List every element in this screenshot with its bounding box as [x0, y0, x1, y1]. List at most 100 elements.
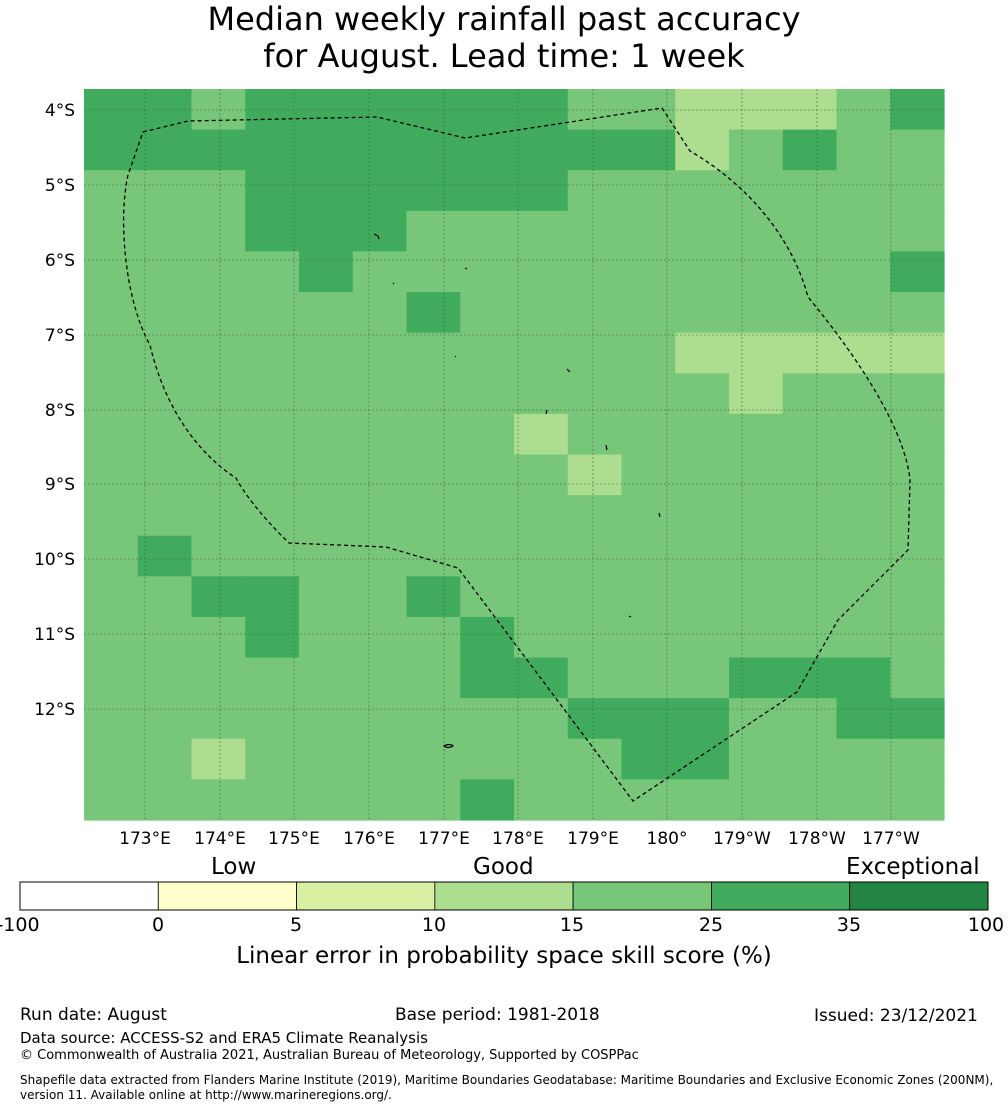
latitude-labels: 4°S 5°S 6°S 7°S 8°S 9°S 10°S 11°S 12°S — [34, 101, 75, 720]
grid-cell — [191, 292, 246, 334]
grid-cell — [84, 332, 139, 374]
grid-cell — [460, 535, 515, 577]
lat-label: 4°S — [45, 101, 75, 121]
grid-cell — [84, 251, 139, 293]
grid-cell — [84, 698, 139, 740]
island — [373, 233, 380, 240]
grid-cell — [84, 454, 139, 496]
grid-cell — [514, 576, 569, 618]
grid-cell — [245, 576, 300, 618]
grid-cell — [245, 616, 300, 659]
grid-cell — [137, 616, 193, 659]
grid-cell — [460, 698, 515, 740]
grid-cell — [621, 251, 676, 293]
grid-cell — [890, 251, 945, 293]
lat-label: 5°S — [45, 176, 75, 196]
grid-cell — [514, 495, 569, 537]
grid-cell — [460, 89, 515, 131]
grid-cell — [567, 332, 623, 374]
grid-cell — [514, 170, 569, 212]
grid-cell — [84, 616, 139, 659]
grid-cell — [514, 779, 569, 821]
grid-cell — [567, 170, 623, 212]
grid-cell — [782, 738, 838, 780]
grid-cell — [836, 292, 891, 334]
grid-cell — [406, 698, 461, 740]
grid-cell — [191, 373, 246, 415]
grid-cell — [137, 373, 193, 415]
lon-label: 176°E — [343, 829, 395, 849]
grid-cell — [460, 170, 515, 212]
grid-cell — [191, 413, 246, 456]
lon-label: 179°W — [713, 829, 771, 849]
grid-cell — [567, 576, 623, 618]
grid-cell — [567, 373, 623, 415]
grid-cell — [836, 738, 891, 780]
lon-label: 180° — [647, 829, 688, 849]
grid-cell — [137, 454, 193, 496]
grid-cell — [621, 616, 676, 659]
grid-cell — [299, 251, 354, 293]
colorbar-segment — [157, 881, 297, 911]
grid-cell — [84, 738, 139, 780]
lon-label: 173°E — [119, 829, 171, 849]
grid-cell — [460, 413, 515, 456]
colorbar-tick: 5 — [289, 914, 303, 936]
grid-cell — [191, 129, 246, 171]
grid-cell — [729, 170, 784, 212]
grid-cell — [836, 576, 891, 618]
grid-cell — [836, 779, 891, 821]
grid-cell — [352, 576, 408, 618]
grid-cell — [299, 495, 354, 537]
grid-cell — [352, 170, 408, 212]
grid-cell — [782, 170, 838, 212]
grid-cell — [299, 210, 354, 253]
islands — [373, 233, 661, 749]
grid-cell — [729, 576, 784, 618]
map-title-line-1: Median weekly rainfall past accuracy — [207, 0, 801, 38]
grid-cell — [137, 495, 193, 537]
grid-cell — [621, 495, 676, 537]
grid-cell — [621, 535, 676, 577]
grid-cell — [514, 373, 569, 415]
grid-cell — [675, 129, 730, 171]
grid-cell — [890, 616, 945, 659]
base-period: Base period: 1981-2018 — [395, 1005, 600, 1025]
grid-cell — [836, 495, 891, 537]
grid-cell — [299, 292, 354, 334]
category-exceptional: Exceptional — [846, 854, 980, 880]
grid-cell — [890, 779, 945, 821]
island — [566, 368, 571, 373]
grid-cell — [675, 332, 730, 374]
colorbar-segment — [572, 881, 712, 911]
grid-cell — [245, 495, 300, 537]
grid-cell — [836, 170, 891, 212]
grid-cell — [729, 495, 784, 537]
grid-cell — [352, 332, 408, 374]
colorbar-tick: -100 — [0, 914, 40, 936]
lon-label: 178°W — [788, 829, 846, 849]
grid-cell — [621, 738, 676, 780]
grid-cell — [729, 129, 784, 171]
grid-cell — [352, 454, 408, 496]
grid-cell — [352, 779, 408, 821]
grid-cell — [567, 698, 623, 740]
grid-cell — [567, 535, 623, 577]
grid-cell — [782, 495, 838, 537]
grid-cell — [567, 292, 623, 334]
grid-cell — [245, 170, 300, 212]
grid-cell — [836, 129, 891, 171]
grid-cell — [299, 698, 354, 740]
grid-cell — [460, 495, 515, 537]
grid-cell — [460, 779, 515, 821]
grid-cell — [84, 535, 139, 577]
grid-cell — [191, 495, 246, 537]
grid-cell — [137, 129, 193, 171]
grid-cell — [299, 576, 354, 618]
grid-cell — [782, 616, 838, 659]
grid-cell — [621, 170, 676, 212]
grid-cell — [729, 373, 784, 415]
colorbar-segment — [434, 881, 574, 911]
grid-cell — [890, 170, 945, 212]
